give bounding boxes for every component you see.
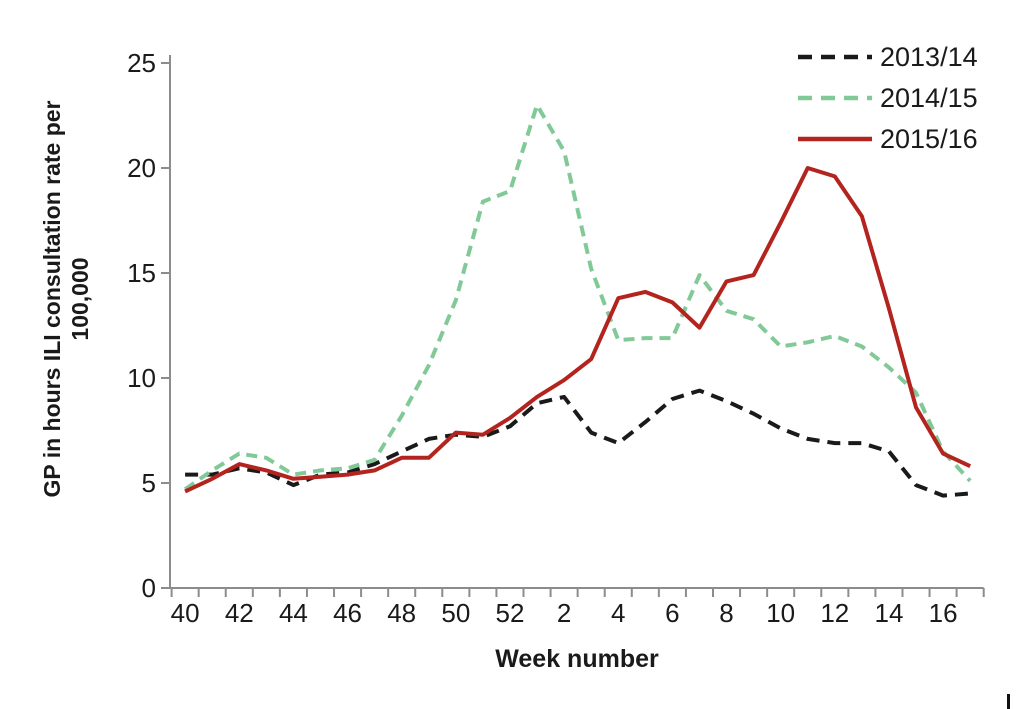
- x-tick-label: 4: [611, 598, 625, 628]
- legend-item: 2015/16: [798, 124, 978, 154]
- x-tick-label: 10: [766, 598, 795, 628]
- legend: 2013/14 2014/15 2015/16: [798, 42, 978, 165]
- x-tick-label: 42: [225, 598, 254, 628]
- y-tick-label: 10: [127, 363, 156, 393]
- y-tick-label: 20: [127, 153, 156, 183]
- legend-line-sample: [798, 95, 872, 101]
- y-axis-title-line2: 100,000: [67, 257, 93, 341]
- legend-label: 2014/15: [880, 82, 978, 113]
- legend-label: 2013/14: [880, 41, 978, 72]
- x-tick-label: 16: [929, 598, 958, 628]
- x-tick-label: 2: [557, 598, 571, 628]
- y-axis-title-line1: GP in hours ILI consultation rate per: [39, 100, 65, 498]
- x-tick-label: 8: [719, 598, 733, 628]
- x-tick-label: 14: [874, 598, 903, 628]
- y-tick-label: 0: [142, 573, 156, 603]
- legend-line-sample: [798, 54, 872, 60]
- series-line-2014-15: [183, 103, 972, 491]
- x-tick-label: 46: [333, 598, 362, 628]
- x-tick-label: 52: [496, 598, 525, 628]
- legend-line-sample: [798, 136, 872, 142]
- legend-item: 2014/15: [798, 83, 978, 113]
- y-axis-title: GP in hours ILI consultation rate per 10…: [38, 58, 98, 540]
- x-tick-label: 50: [441, 598, 470, 628]
- x-tick-label: 40: [171, 598, 200, 628]
- legend-item: 2013/14: [798, 42, 978, 72]
- x-tick-label: 44: [279, 598, 308, 628]
- x-tick-label: 12: [820, 598, 849, 628]
- series-line-2015-16: [184, 166, 972, 494]
- x-axis-title: Week number: [495, 645, 659, 673]
- legend-label: 2015/16: [880, 123, 978, 154]
- y-tick-label: 15: [127, 258, 156, 288]
- y-tick-label: 25: [127, 48, 156, 78]
- x-tick-label: 48: [387, 598, 416, 628]
- x-tick-label: 6: [665, 598, 679, 628]
- y-tick-label: 5: [142, 468, 156, 498]
- corner-mark: [1007, 694, 1010, 709]
